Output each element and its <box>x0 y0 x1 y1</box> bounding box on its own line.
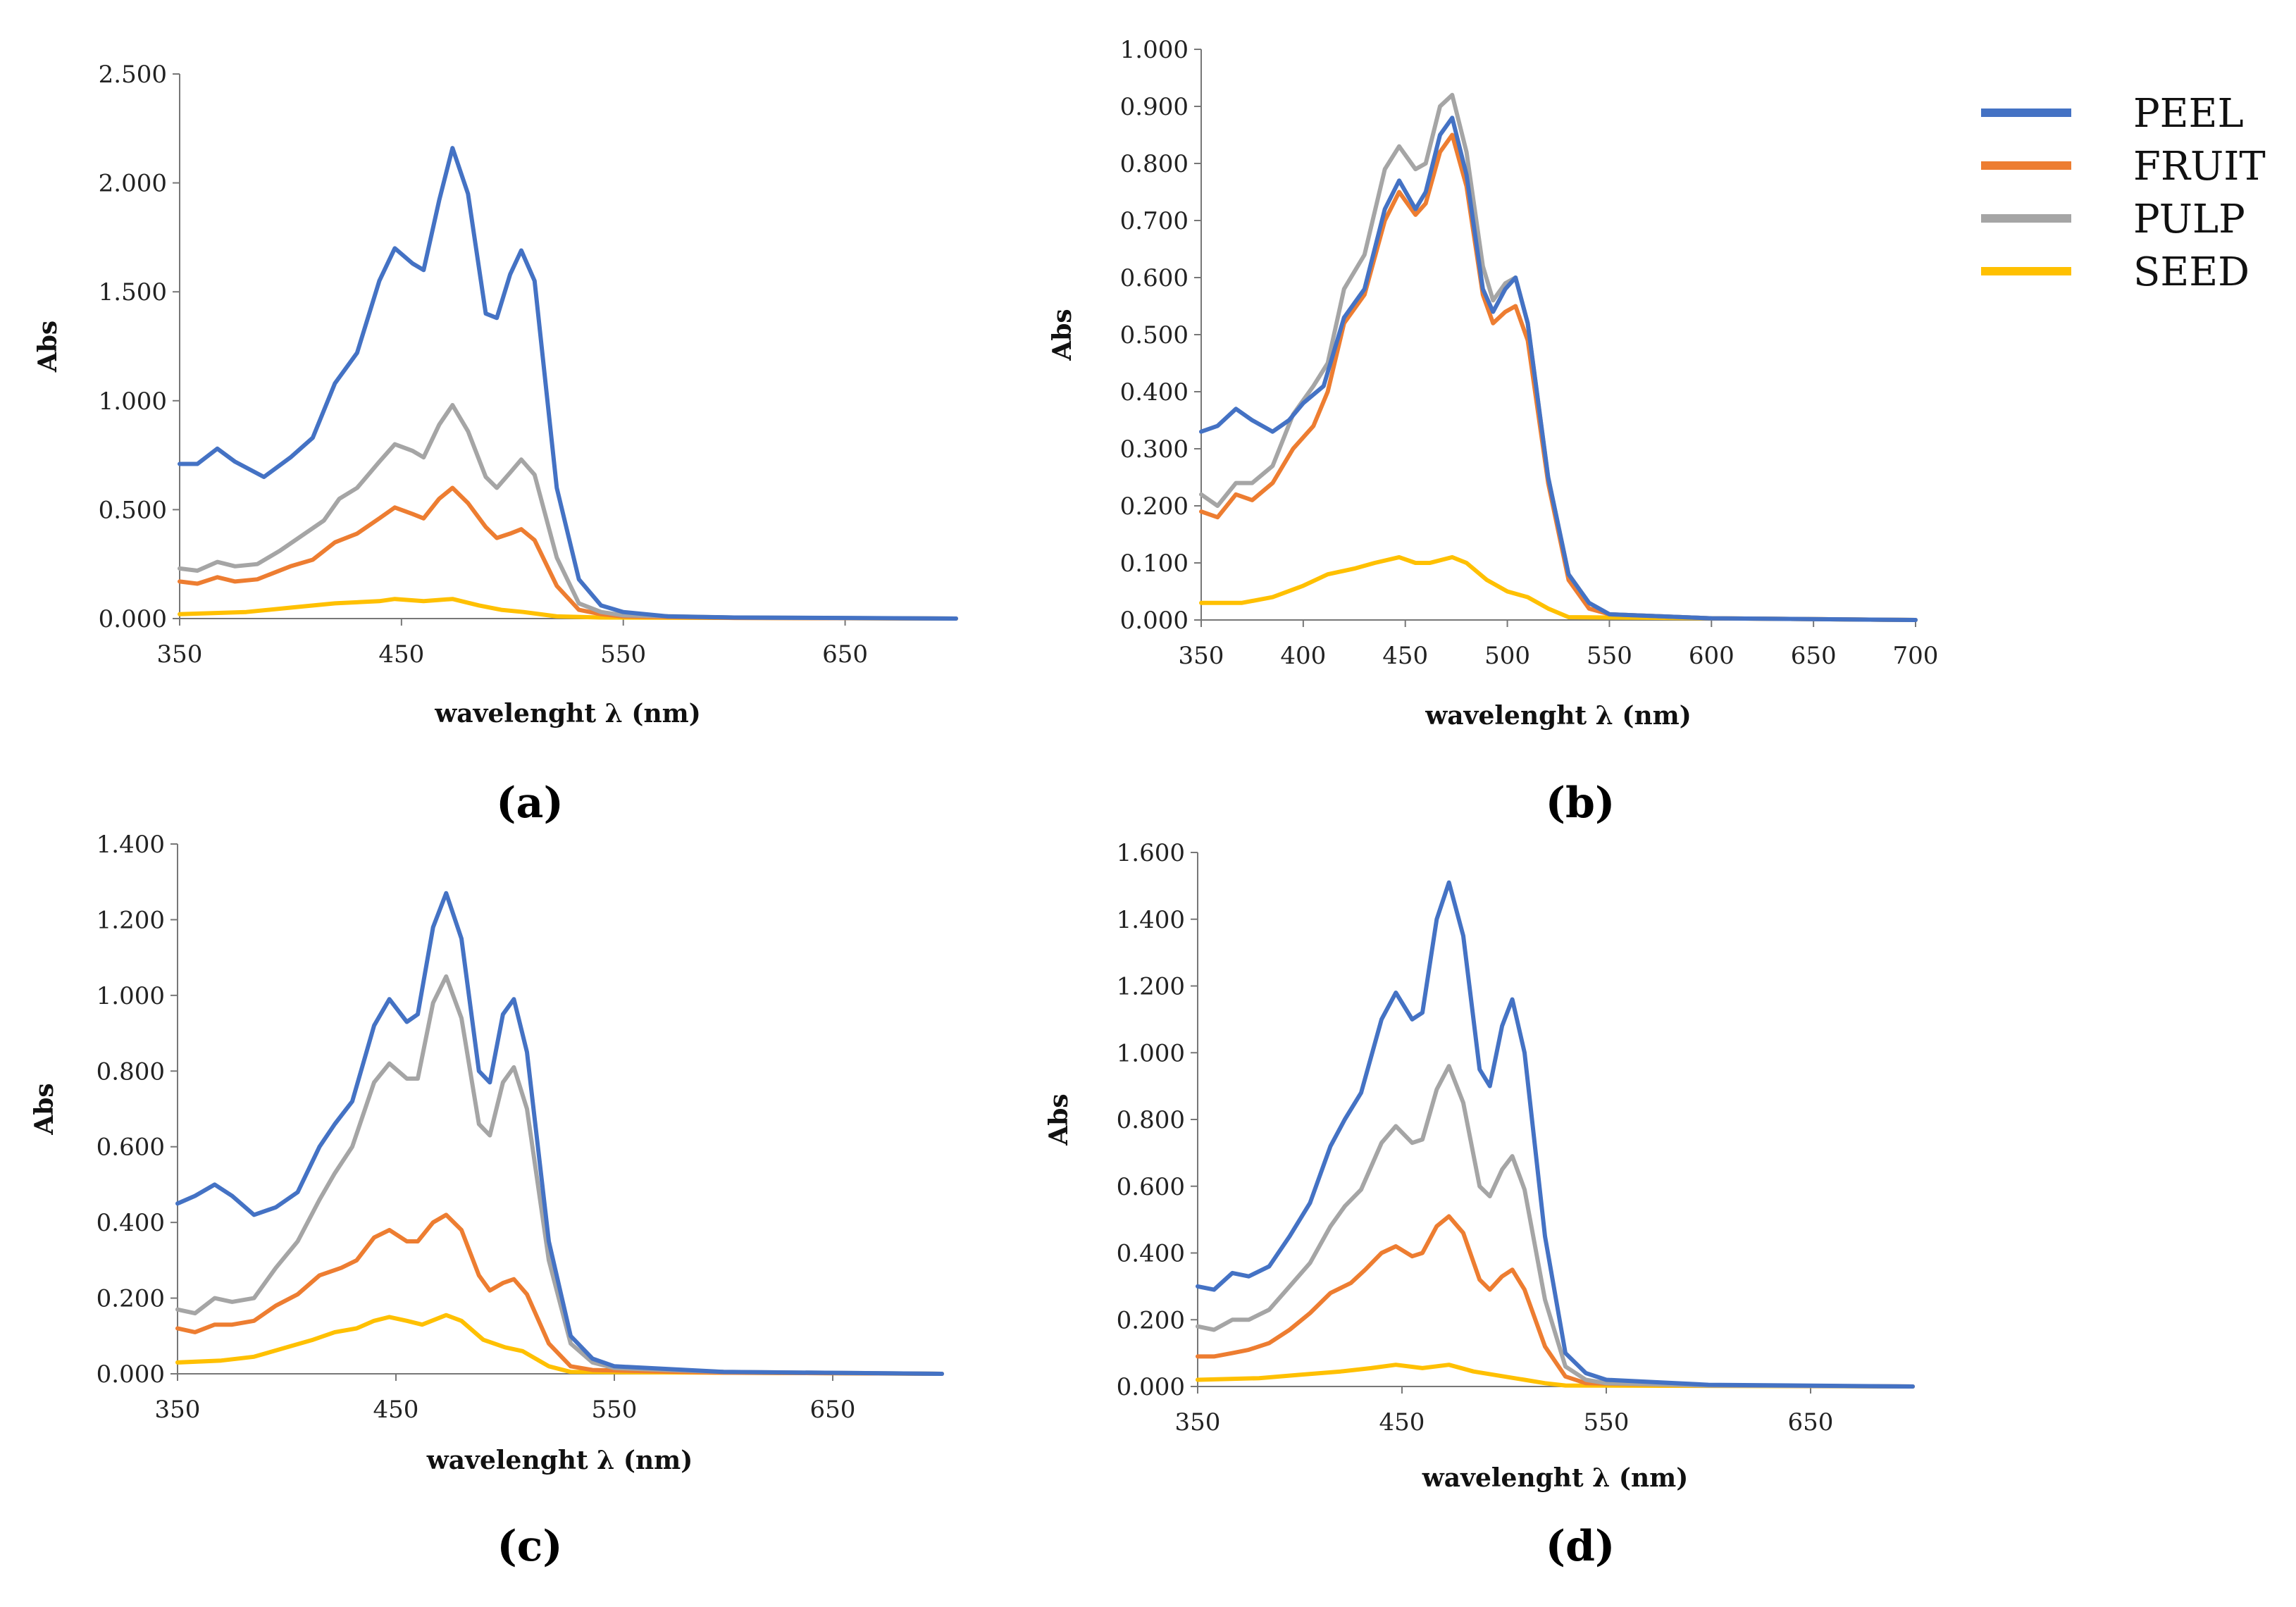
y-tick-label: 0.300 <box>1120 435 1189 464</box>
x-axis-label: wavelenght λ (nm) <box>426 1446 693 1475</box>
x-tick-label: 550 <box>1584 1408 1630 1437</box>
x-tick-label: 650 <box>810 1396 856 1424</box>
y-tick-label: 1.000 <box>1120 36 1189 64</box>
y-tick-label: 0.900 <box>1120 93 1189 121</box>
series-line-pulp <box>1196 1064 1915 1389</box>
y-tick-label: 0.400 <box>1117 1240 1185 1268</box>
x-tick-label: 450 <box>378 640 424 669</box>
y-tick-label: 0.400 <box>1120 378 1189 407</box>
y-tick-label: 2.000 <box>99 170 167 198</box>
x-tick-label: 600 <box>1689 642 1735 670</box>
y-tick-label: 0.800 <box>1120 150 1189 178</box>
y-tick-label: 0.000 <box>1120 607 1189 635</box>
x-tick-label: 350 <box>155 1396 201 1424</box>
panel-label: (c) <box>497 1522 562 1571</box>
series-line-peel <box>1199 116 1918 622</box>
x-tick-label: 650 <box>1788 1408 1834 1437</box>
y-tick-label: 1.000 <box>1117 1039 1185 1067</box>
chart-panel-b: 0.000 0.100 0.200 0.300 0.400 0.500 0.600 0.700… <box>1048 36 1938 828</box>
x-tick-label: 350 <box>1175 1408 1221 1437</box>
x-tick-label: 550 <box>1587 642 1632 670</box>
y-tick-label: 0.000 <box>97 1360 165 1389</box>
legend-label-pulp: PULP <box>2133 197 2245 242</box>
series-line-seed <box>1199 554 1918 622</box>
series-line-fruit <box>1196 1214 1915 1389</box>
x-tick-label: 350 <box>157 640 203 669</box>
y-tick-label: 2.500 <box>99 61 167 89</box>
y-tick-label: 1.400 <box>1117 906 1185 934</box>
y-tick-label: 0.800 <box>1117 1106 1185 1134</box>
y-tick-label: 1.600 <box>1117 839 1185 867</box>
x-tick-label: 450 <box>1379 1408 1425 1437</box>
series-line-peel <box>178 146 958 621</box>
y-tick-label: 0.100 <box>1120 550 1189 578</box>
x-axis-label: wavelenght λ (nm) <box>434 699 701 728</box>
y-tick-label: 0.500 <box>99 496 167 524</box>
y-tick-label: 1.000 <box>99 387 167 416</box>
series-line-pulp <box>175 974 944 1376</box>
y-tick-label: 1.000 <box>97 982 165 1010</box>
series-line-pulp <box>178 403 958 621</box>
y-axis-label: Abs <box>1048 309 1077 361</box>
series-line-seed <box>178 597 958 621</box>
y-tick-label: 1.200 <box>1117 973 1185 1001</box>
panel-label: (d) <box>1546 1522 1615 1571</box>
x-tick-label: 700 <box>1893 642 1939 670</box>
series-line-peel <box>175 891 944 1376</box>
legend-label-peel: PEEL <box>2133 91 2244 137</box>
y-axis-label: Abs <box>1044 1093 1074 1146</box>
x-tick-label: 400 <box>1280 642 1326 670</box>
y-tick-label: 1.200 <box>97 906 165 934</box>
x-tick-label: 350 <box>1179 642 1224 670</box>
y-tick-label: 0.400 <box>97 1209 165 1237</box>
panel-label: (a) <box>496 778 564 828</box>
series-line-fruit <box>1199 132 1918 622</box>
chart-panel-a: 0.000 0.500 1.000 1.500 2.000 2.500 350 450 550 6… <box>33 61 958 828</box>
chart-panel-d: 0.000 0.200 0.400 0.600 0.800 1.000 1.200 1.400… <box>1044 839 1915 1571</box>
legend: PEEL FRUIT PULP SEED <box>1981 91 2266 295</box>
x-tick-label: 650 <box>822 640 868 669</box>
x-tick-label: 450 <box>373 1396 419 1424</box>
panel-label: (b) <box>1546 778 1615 828</box>
legend-label-seed: SEED <box>2133 249 2250 295</box>
chart-panel-c: 0.000 0.200 0.400 0.600 0.800 1.000 1.200 1.400… <box>30 831 944 1571</box>
y-tick-label: 0.000 <box>99 605 167 633</box>
y-tick-label: 0.500 <box>1120 321 1189 349</box>
x-axis-label: wavelenght λ (nm) <box>1422 1463 1689 1493</box>
x-tick-label: 650 <box>1791 642 1837 670</box>
x-tick-label: 450 <box>1382 642 1428 670</box>
series-line-seed <box>175 1313 944 1376</box>
series-line-seed <box>1196 1363 1915 1389</box>
x-tick-label: 500 <box>1484 642 1530 670</box>
x-tick-label: 550 <box>592 1396 638 1424</box>
y-axis-label: Abs <box>30 1083 59 1135</box>
x-axis-label: wavelenght λ (nm) <box>1425 701 1692 731</box>
legend-label-fruit: FRUIT <box>2133 144 2266 190</box>
y-tick-label: 0.200 <box>1117 1306 1185 1334</box>
series-line-fruit <box>178 485 958 621</box>
y-tick-label: 0.000 <box>1117 1373 1185 1401</box>
y-tick-label: 0.700 <box>1120 207 1189 235</box>
y-tick-label: 1.500 <box>99 278 167 306</box>
y-tick-label: 0.600 <box>1117 1173 1185 1201</box>
y-tick-label: 0.600 <box>97 1134 165 1162</box>
y-tick-label: 1.400 <box>97 831 165 859</box>
y-tick-label: 0.200 <box>1120 492 1189 521</box>
series-line-peel <box>1196 880 1915 1389</box>
y-axis-label: Abs <box>33 321 63 373</box>
x-tick-label: 550 <box>600 640 646 669</box>
y-tick-label: 0.200 <box>97 1285 165 1313</box>
series-line-fruit <box>175 1212 944 1376</box>
y-tick-label: 0.800 <box>97 1057 165 1086</box>
y-tick-label: 0.600 <box>1120 264 1189 292</box>
